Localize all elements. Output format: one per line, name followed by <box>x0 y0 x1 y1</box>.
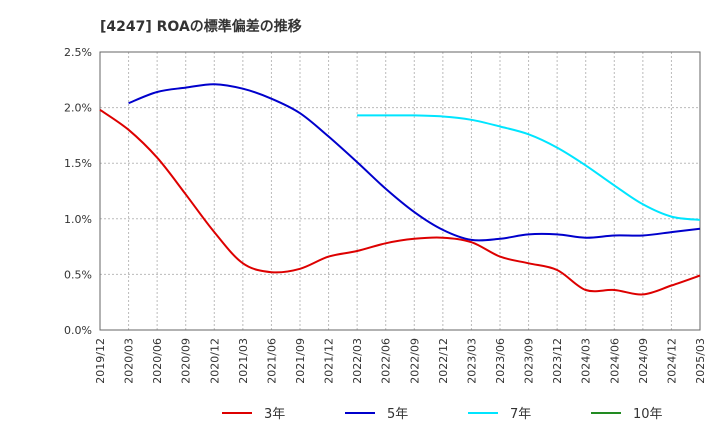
y-tick-label: 2.5% <box>64 46 92 59</box>
legend-label-10年: 10年 <box>633 407 663 422</box>
legend: 3年 5年 7年 10年 <box>222 407 663 422</box>
x-tick-label: 2023/09 <box>523 338 536 384</box>
legend-label-7年: 7年 <box>510 407 531 422</box>
x-tick-label: 2020/09 <box>180 338 193 384</box>
series-line-7年 <box>357 114 701 221</box>
x-tick-label: 2022/06 <box>380 338 393 384</box>
y-tick-label: 1.0% <box>64 213 92 226</box>
x-tick-label: 2024/09 <box>637 338 650 384</box>
y-axis: 0.0% 0.5% 1.0% 1.5% 2.0% 2.5% <box>64 46 92 337</box>
series-line-5年 <box>128 83 701 242</box>
series-lines <box>99 83 701 296</box>
chart-title: [4247] ROAの標準偏差の推移 <box>100 18 302 35</box>
x-tick-label: 2021/09 <box>294 338 307 384</box>
x-tick-label: 2021/06 <box>265 338 278 384</box>
y-tick-label: 2.0% <box>64 102 92 115</box>
x-tick-label: 2022/12 <box>437 338 450 384</box>
x-tick-label: 2019/12 <box>94 338 107 384</box>
x-tick-label: 2023/12 <box>551 338 564 384</box>
x-tick-label: 2023/06 <box>494 338 507 384</box>
x-tick-label: 2020/03 <box>123 338 136 384</box>
y-tick-label: 1.5% <box>64 157 92 170</box>
x-tick-label: 2022/09 <box>408 338 421 384</box>
legend-label-3年: 3年 <box>264 407 285 422</box>
x-tick-label: 2025/03 <box>694 338 707 384</box>
x-tick-label: 2022/03 <box>351 338 364 384</box>
x-tick-label: 2021/03 <box>237 338 250 384</box>
x-axis: 2019/12 2020/03 2020/06 2020/09 2020/12 2021/… <box>94 338 707 384</box>
x-tick-label: 2024/12 <box>665 338 678 384</box>
x-tick-label: 2023/03 <box>465 338 478 384</box>
x-tick-label: 2024/06 <box>608 338 621 384</box>
legend-label-5年: 5年 <box>387 407 408 422</box>
x-tick-label: 2020/12 <box>208 338 221 384</box>
grid <box>99 51 701 331</box>
series-line-3年 <box>99 109 701 296</box>
plot-area <box>99 51 701 331</box>
y-tick-label: 0.5% <box>64 268 92 281</box>
x-tick-label: 2021/12 <box>323 338 336 384</box>
x-tick-label: 2020/06 <box>151 338 164 384</box>
y-tick-label: 0.0% <box>64 324 92 337</box>
x-tick-label: 2024/03 <box>580 338 593 384</box>
